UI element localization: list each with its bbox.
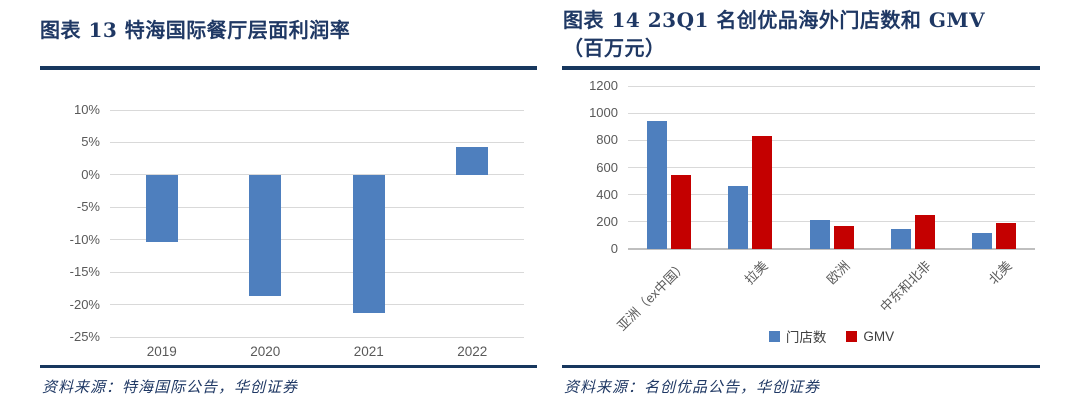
value-bar	[249, 174, 282, 297]
GMV-bar	[752, 136, 773, 249]
GMV-bar	[670, 174, 691, 249]
gridline	[110, 109, 524, 111]
门店数-bar	[809, 219, 830, 249]
gridline	[110, 239, 524, 241]
GMV-bar	[996, 222, 1017, 249]
x-axis-category-label: 2022	[457, 344, 488, 359]
y-axis-tick-label: 1200	[589, 78, 618, 93]
门店数-bar	[728, 185, 749, 249]
gridline	[628, 139, 1035, 141]
y-axis-tick-label: -10%	[69, 231, 100, 247]
legend-item: 门店数	[768, 326, 827, 346]
value-bar	[456, 146, 489, 175]
x-axis-category-label: 拉美	[741, 258, 771, 288]
gridline	[110, 304, 524, 306]
GMV-bar	[833, 225, 854, 249]
x-axis-category-label: 亚洲（ex中国）	[613, 258, 690, 334]
x-axis-category-label: 2020	[250, 344, 281, 359]
figure-14-source: 资料来源：名创优品公告，华创证券	[564, 378, 821, 396]
gridline	[110, 336, 524, 338]
y-axis-tick-label: -20%	[69, 296, 100, 312]
figure-13-header-rule	[40, 66, 537, 70]
GMV-bar	[914, 215, 935, 249]
legend-swatch	[846, 330, 858, 342]
figure-13-title: 图表 13 特海国际餐厅层面利润率	[40, 18, 351, 42]
y-axis-tick-label: 200	[596, 213, 618, 229]
legend-swatch	[768, 330, 780, 342]
gridline	[110, 174, 524, 176]
gridline	[628, 194, 1035, 196]
y-axis-tick-label: -25%	[69, 329, 100, 344]
x-axis-category-label: 2021	[353, 344, 384, 359]
gridline	[628, 221, 1035, 223]
figure-13-source: 资料来源：特海国际公告，华创证券	[42, 378, 299, 396]
x-axis-category-label: 2019	[146, 344, 177, 359]
x-axis-line	[628, 248, 1035, 250]
门店数-bar	[890, 228, 911, 249]
gridline	[628, 167, 1035, 168]
gridline	[628, 112, 1035, 114]
legend-label: GMV	[863, 328, 895, 344]
x-axis-category-label: 中东和北非	[877, 258, 934, 315]
y-axis-tick-label: 400	[596, 186, 618, 202]
gridline	[628, 85, 1035, 87]
gridline	[110, 206, 524, 208]
门店数-bar	[646, 121, 667, 249]
x-axis-category-label: 欧洲	[823, 258, 853, 288]
y-axis-tick-label: 1000	[589, 105, 618, 121]
y-axis-tick-label: 0	[610, 241, 618, 256]
figure-13-footer-rule	[40, 365, 537, 368]
figure-14-title: 图表 14 23Q1 名创优品海外门店数和 GMV（百万元）	[563, 8, 986, 60]
legend-item: GMV	[846, 326, 894, 346]
y-axis-tick-label: 0%	[81, 166, 100, 182]
value-bar	[145, 174, 178, 243]
figure-14-header-rule	[562, 66, 1040, 70]
gridline	[110, 271, 524, 273]
legend-label: 门店数	[785, 330, 827, 345]
value-bar	[352, 174, 385, 313]
y-axis-tick-label: 10%	[73, 102, 100, 117]
y-axis-tick-label: 5%	[81, 134, 100, 150]
x-axis-category-label: 北美	[986, 258, 1016, 288]
y-axis-tick-label: 800	[596, 132, 618, 148]
y-axis-tick-label: -5%	[76, 199, 100, 215]
chart-legend: 门店数 GMV	[628, 326, 1035, 346]
figure-14-footer-rule	[562, 365, 1040, 368]
y-axis-tick-label: -15%	[69, 264, 100, 280]
门店数-bar	[972, 232, 993, 249]
y-axis-tick-label: 600	[596, 159, 618, 175]
gridline	[110, 141, 524, 143]
